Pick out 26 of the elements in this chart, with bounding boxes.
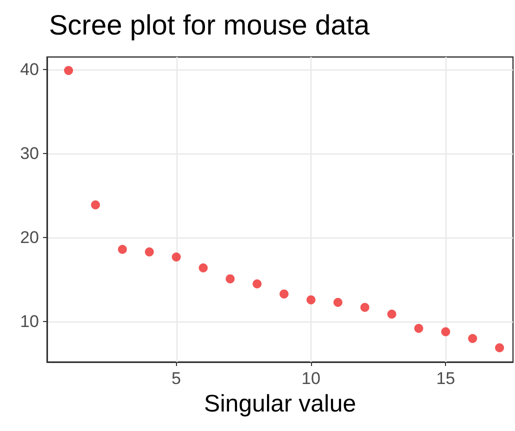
x-axis-title: Singular value (204, 390, 356, 418)
point (387, 310, 396, 319)
point (360, 302, 370, 312)
y-tick-label: 30 (20, 144, 39, 164)
point (495, 343, 504, 352)
point (144, 247, 154, 256)
point (226, 274, 235, 284)
point (252, 279, 262, 288)
y-tick-label: 40 (20, 60, 39, 80)
point (280, 289, 289, 298)
point (198, 263, 208, 272)
x-tick-label: 15 (436, 369, 456, 388)
y-tick-label: 10 (20, 312, 39, 332)
point (441, 327, 450, 336)
point (468, 334, 478, 343)
x-tick-label: 5 (172, 369, 182, 388)
point (90, 200, 100, 210)
point (333, 298, 342, 307)
chart-title: Scree plot for mouse data (49, 10, 370, 40)
point (306, 295, 316, 304)
point (172, 252, 181, 262)
point (414, 324, 424, 333)
point (118, 244, 127, 254)
point (64, 66, 74, 75)
y-tick-label: 20 (20, 228, 39, 248)
x-tick-label: 10 (302, 369, 320, 388)
